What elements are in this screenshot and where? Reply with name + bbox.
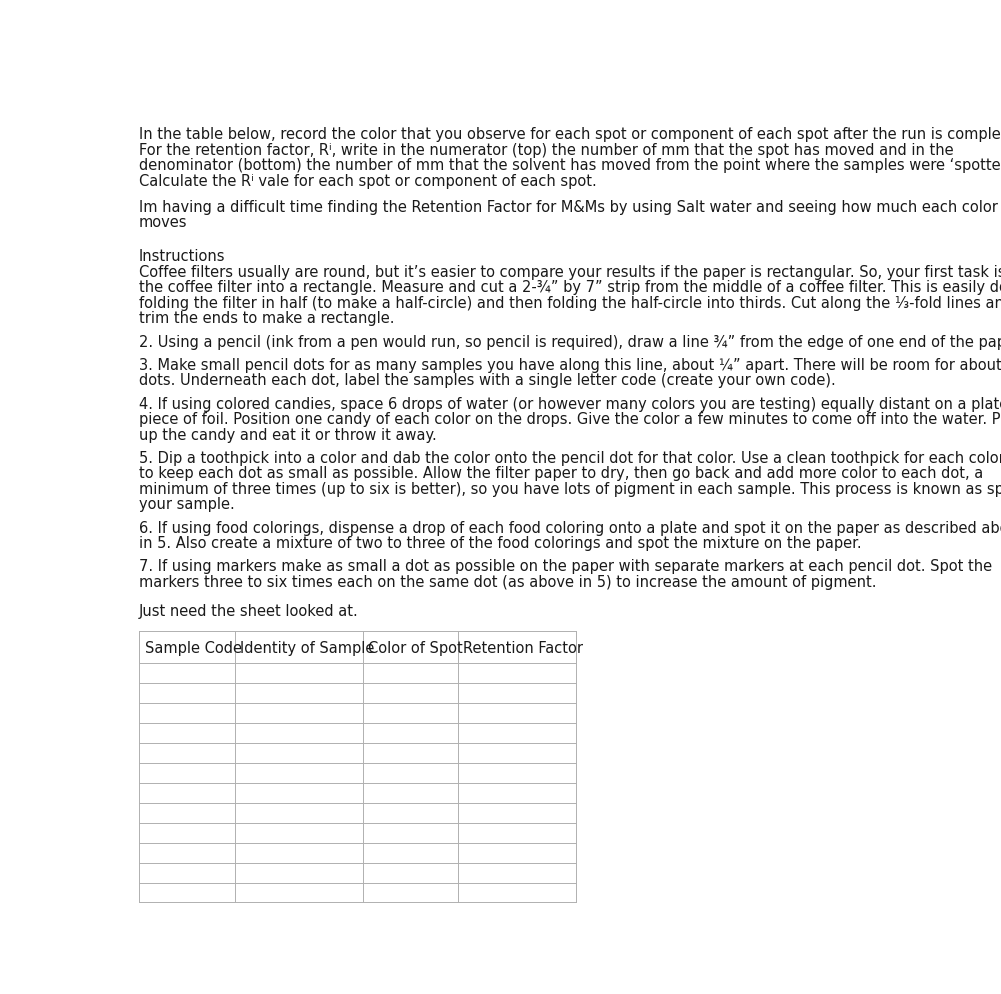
Text: 7. If using markers make as small a dot as possible on the paper with separate m: 7. If using markers make as small a dot … — [139, 559, 992, 574]
Text: 3. Make small pencil dots for as many samples you have along this line, about ¼”: 3. Make small pencil dots for as many sa… — [139, 358, 1001, 373]
Text: 2. Using a pencil (ink from a pen would run, so pencil is required), draw a line: 2. Using a pencil (ink from a pen would … — [139, 334, 1001, 349]
Text: In the table below, record the color that you observe for each spot or component: In the table below, record the color tha… — [139, 127, 1001, 142]
Text: 4. If using colored candies, space 6 drops of water (or however many colors you : 4. If using colored candies, space 6 dro… — [139, 397, 1001, 412]
Text: Identity of Sample: Identity of Sample — [240, 640, 374, 655]
Text: up the candy and eat it or throw it away.: up the candy and eat it or throw it away… — [139, 427, 436, 442]
Text: Sample Code: Sample Code — [144, 640, 241, 655]
Text: Im having a difficult time finding the Retention Factor for M&Ms by using Salt w: Im having a difficult time finding the R… — [139, 200, 998, 215]
Bar — [139, 631, 576, 664]
Text: Calculate the Rⁱ vale for each spot or component of each spot.: Calculate the Rⁱ vale for each spot or c… — [139, 173, 597, 188]
Text: in 5. Also create a mixture of two to three of the food colorings and spot the m: in 5. Also create a mixture of two to th… — [139, 536, 862, 551]
Text: denominator (bottom) the number of mm that the solvent has moved from the point : denominator (bottom) the number of mm th… — [139, 158, 1001, 173]
Text: folding the filter in half (to make a half-circle) and then folding the half-cir: folding the filter in half (to make a ha… — [139, 295, 1001, 311]
Text: to keep each dot as small as possible. Allow the filter paper to dry, then go ba: to keep each dot as small as possible. A… — [139, 466, 983, 481]
Text: Coffee filters usually are round, but it’s easier to compare your results if the: Coffee filters usually are round, but it… — [139, 264, 1001, 279]
Text: moves: moves — [139, 215, 187, 231]
Text: 6. If using food colorings, dispense a drop of each food coloring onto a plate a: 6. If using food colorings, dispense a d… — [139, 520, 1001, 535]
Text: the coffee filter into a rectangle. Measure and cut a 2-¾” by 7” strip from the : the coffee filter into a rectangle. Meas… — [139, 280, 1001, 295]
Text: 5. Dip a toothpick into a color and dab the color onto the pencil dot for that c: 5. Dip a toothpick into a color and dab … — [139, 450, 1001, 465]
Text: markers three to six times each on the same dot (as above in 5) to increase the : markers three to six times each on the s… — [139, 575, 877, 589]
Text: your sample.: your sample. — [139, 497, 235, 512]
Text: Retention Factor: Retention Factor — [463, 640, 584, 655]
Text: Just need the sheet looked at.: Just need the sheet looked at. — [139, 603, 358, 618]
Text: For the retention factor, Rⁱ, write in the numerator (top) the number of mm that: For the retention factor, Rⁱ, write in t… — [139, 142, 954, 157]
Text: trim the ends to make a rectangle.: trim the ends to make a rectangle. — [139, 311, 394, 326]
Text: minimum of three times (up to six is better), so you have lots of pigment in eac: minimum of three times (up to six is bet… — [139, 481, 1001, 496]
Text: Instructions: Instructions — [139, 249, 225, 264]
Text: dots. Underneath each dot, label the samples with a single letter code (create y: dots. Underneath each dot, label the sam… — [139, 373, 836, 388]
Text: Color of Spot: Color of Spot — [368, 640, 462, 655]
Text: piece of foil. Position one candy of each color on the drops. Give the color a f: piece of foil. Position one candy of eac… — [139, 412, 1001, 426]
